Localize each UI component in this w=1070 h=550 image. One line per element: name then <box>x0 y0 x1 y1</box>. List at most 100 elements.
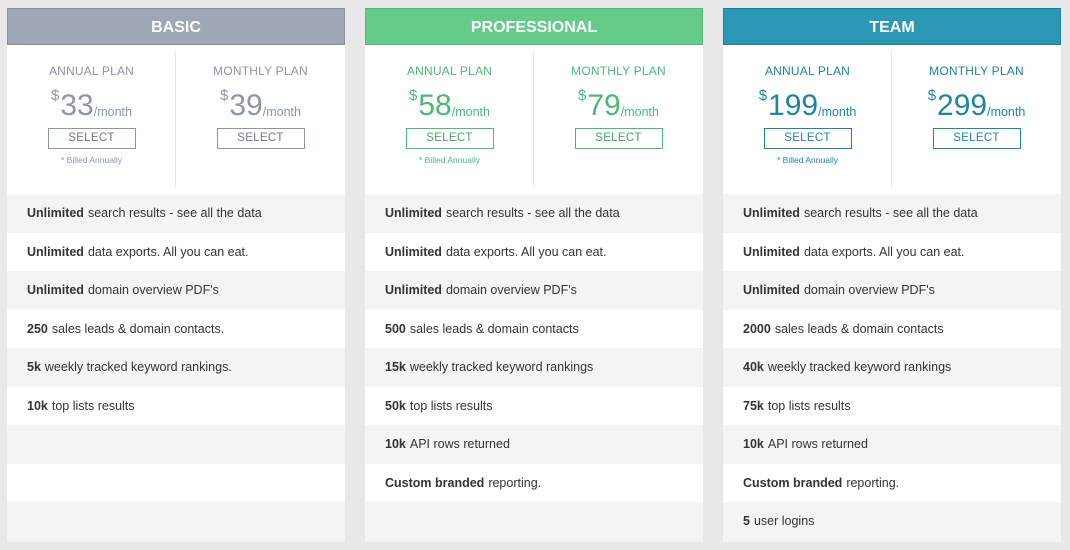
price-period: /month <box>987 105 1026 119</box>
feature-highlight: Custom branded <box>743 475 843 490</box>
feature-row: 5 user logins <box>723 502 1061 541</box>
select-monthly-button[interactable]: SELECT <box>574 128 663 149</box>
feature-text: sales leads & domain contacts <box>409 321 579 336</box>
plan-pricing: ANNUAL PLAN $ 199 /month SELECT * Billed… <box>723 45 1061 194</box>
select-annual-button[interactable]: SELECT <box>763 128 852 149</box>
feature-row: 40k weekly tracked keyword rankings <box>723 348 1061 387</box>
monthly-plan-column: MONTHLY PLAN $ 79 /month SELECT <box>534 45 703 194</box>
feature-row: 500 sales leads & domain contacts <box>365 309 703 348</box>
feature-text: data exports. All you can eat. <box>445 244 607 259</box>
price-amount: 33 <box>60 89 94 122</box>
feature-text: reporting. <box>846 475 900 490</box>
monthly-plan-column: MONTHLY PLAN $ 299 /month SELECT <box>892 45 1061 194</box>
billed-note: * Billed Annually <box>419 155 480 165</box>
plan-title: TEAM <box>723 8 1061 45</box>
column-divider <box>175 51 176 187</box>
feature-list: Unlimited search results - see all the da… <box>365 194 703 541</box>
feature-highlight: 250 <box>27 321 48 336</box>
feature-text: search results - see all the data <box>445 206 620 221</box>
price-amount: 79 <box>587 89 621 122</box>
feature-text: sales leads & domain contacts <box>774 321 944 336</box>
currency-symbol: $ <box>409 87 418 104</box>
feature-text: data exports. All you can eat. <box>87 244 249 259</box>
plan-card-team: TEAM ANNUAL PLAN $ 199 /month SELECT * B… <box>723 8 1061 542</box>
select-monthly-button[interactable]: SELECT <box>932 128 1021 149</box>
feature-row <box>365 502 703 541</box>
price-period: /month <box>451 105 490 119</box>
feature-highlight: 10k <box>385 437 406 452</box>
feature-highlight: Unlimited <box>743 244 800 259</box>
feature-highlight: Unlimited <box>385 206 442 221</box>
feature-text: domain overview PDF's <box>445 283 577 298</box>
feature-highlight: Unlimited <box>743 206 800 221</box>
feature-list: Unlimited search results - see all the da… <box>7 194 345 541</box>
feature-text: reporting. <box>488 475 542 490</box>
billed-note: * Billed Annually <box>777 155 838 165</box>
feature-text: API rows returned <box>767 437 868 452</box>
plan-card-professional: PROFESSIONAL ANNUAL PLAN $ 58 /month SEL… <box>365 8 703 542</box>
feature-text: API rows returned <box>409 437 510 452</box>
monthly-plan-label: MONTHLY PLAN <box>571 64 666 78</box>
feature-row <box>7 425 345 464</box>
price-amount: 58 <box>418 89 452 122</box>
currency-symbol: $ <box>927 87 937 104</box>
feature-text: top lists results <box>767 398 851 413</box>
feature-row <box>7 463 345 502</box>
annual-price: $ 33 /month <box>7 87 176 121</box>
select-monthly-button[interactable]: SELECT <box>216 128 305 149</box>
column-divider <box>533 51 534 187</box>
price-period: /month <box>620 105 659 119</box>
feature-text: sales leads & domain contacts. <box>51 321 225 336</box>
price-amount: 39 <box>229 89 263 122</box>
price-amount: 199 <box>768 89 819 122</box>
feature-highlight: Unlimited <box>385 244 442 259</box>
feature-text: weekly tracked keyword rankings. <box>44 360 232 375</box>
feature-list: Unlimited search results - see all the da… <box>723 194 1061 541</box>
feature-highlight: 10k <box>743 437 764 452</box>
feature-row: 10k top lists results <box>7 386 345 425</box>
feature-text: top lists results <box>409 398 493 413</box>
feature-text: weekly tracked keyword rankings <box>767 360 952 375</box>
plan-pricing: ANNUAL PLAN $ 58 /month SELECT * Billed … <box>365 45 703 194</box>
feature-row: 75k top lists results <box>723 386 1061 425</box>
feature-row: Custom branded reporting. <box>365 463 703 502</box>
feature-text: user logins <box>753 514 815 529</box>
feature-row: Unlimited search results - see all the da… <box>7 194 345 233</box>
feature-highlight: 10k <box>27 398 48 413</box>
currency-symbol: $ <box>51 87 60 104</box>
feature-row: Unlimited search results - see all the da… <box>365 194 703 233</box>
currency-symbol: $ <box>220 87 229 104</box>
column-divider <box>891 51 892 187</box>
annual-plan-column: ANNUAL PLAN $ 199 /month SELECT * Billed… <box>723 45 892 194</box>
feature-row: 2000 sales leads & domain contacts <box>723 309 1061 348</box>
feature-highlight: Unlimited <box>27 206 84 221</box>
annual-plan-column: ANNUAL PLAN $ 58 /month SELECT * Billed … <box>365 45 534 194</box>
feature-highlight: 5 <box>743 514 750 529</box>
feature-row: Unlimited domain overview PDF's <box>365 271 703 310</box>
feature-highlight: 15k <box>385 360 406 375</box>
price-period: /month <box>262 105 301 119</box>
feature-highlight: 50k <box>385 398 406 413</box>
annual-plan-column: ANNUAL PLAN $ 33 /month SELECT * Billed … <box>7 45 176 194</box>
feature-text: search results - see all the data <box>803 206 978 221</box>
feature-highlight: 75k <box>743 398 764 413</box>
plan-card-basic: BASIC ANNUAL PLAN $ 33 /month SELECT * B… <box>7 8 345 542</box>
select-annual-button[interactable]: SELECT <box>47 128 136 149</box>
feature-row: Unlimited data exports. All you can eat. <box>723 232 1061 271</box>
annual-plan-label: ANNUAL PLAN <box>406 64 493 78</box>
feature-row: 10k API rows returned <box>723 425 1061 464</box>
feature-row: 10k API rows returned <box>365 425 703 464</box>
billed-note: * Billed Annually <box>61 155 122 165</box>
feature-row: 50k top lists results <box>365 386 703 425</box>
plan-pricing: ANNUAL PLAN $ 33 /month SELECT * Billed … <box>7 45 345 194</box>
feature-row: Unlimited domain overview PDF's <box>723 271 1061 310</box>
feature-highlight: Unlimited <box>27 283 84 298</box>
currency-symbol: $ <box>758 87 768 104</box>
feature-text: domain overview PDF's <box>803 283 935 298</box>
monthly-plan-column: MONTHLY PLAN $ 39 /month SELECT <box>176 45 345 194</box>
feature-text: data exports. All you can eat. <box>803 244 965 259</box>
feature-highlight: Unlimited <box>27 244 84 259</box>
annual-price: $ 199 /month <box>723 87 892 121</box>
feature-highlight: 2000 <box>743 321 771 336</box>
select-annual-button[interactable]: SELECT <box>405 128 494 149</box>
